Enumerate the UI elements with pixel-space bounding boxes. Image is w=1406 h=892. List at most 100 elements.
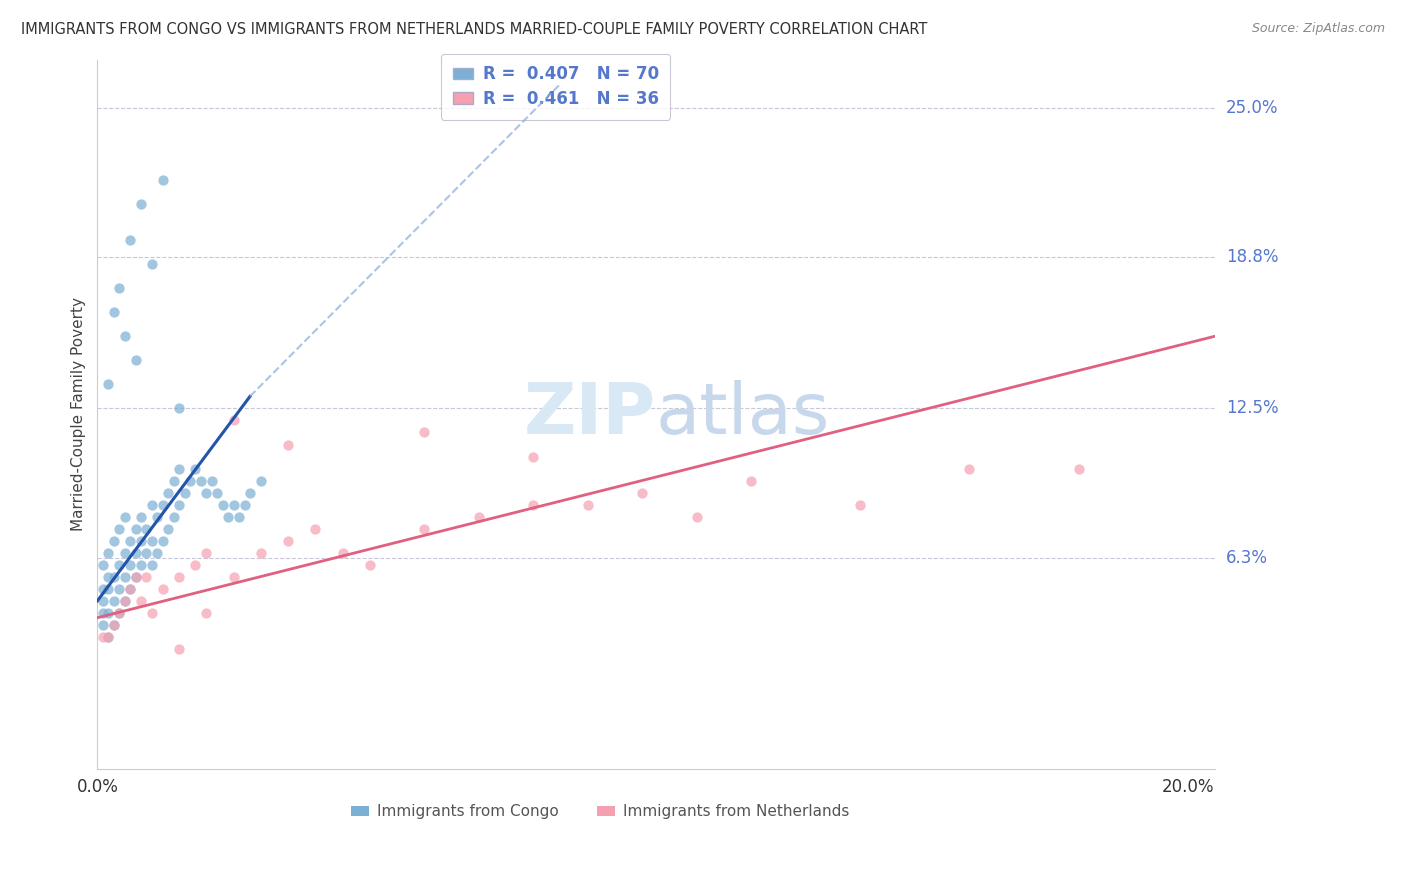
Point (129, 558, 152, 572)
Point (129, 197, 152, 211)
Point (146, 509, 169, 524)
Point (167, 570, 190, 584)
Y-axis label: Married-Couple Family Poverty: Married-Couple Family Poverty (72, 297, 86, 532)
Point (114, 570, 136, 584)
Point (103, 570, 125, 584)
Point (141, 533, 163, 548)
Text: 12.5%: 12.5% (1226, 400, 1278, 417)
Point (152, 498, 174, 512)
Legend: Immigrants from Congo, Immigrants from Netherlands: Immigrants from Congo, Immigrants from N… (344, 798, 855, 825)
Text: 25.0%: 25.0% (1226, 99, 1278, 117)
Point (114, 594, 136, 608)
Point (359, 558, 381, 572)
Point (108, 582, 131, 596)
Point (184, 461, 207, 475)
Point (522, 498, 544, 512)
Point (195, 485, 218, 500)
Point (201, 474, 224, 488)
Point (152, 173, 174, 187)
Point (97, 582, 120, 596)
Point (91, 558, 114, 572)
Point (167, 401, 190, 416)
Point (173, 485, 195, 500)
Point (124, 570, 146, 584)
Point (163, 509, 186, 524)
Point (167, 642, 190, 657)
Point (157, 485, 180, 500)
Point (97, 630, 120, 644)
Point (152, 582, 174, 596)
Point (129, 533, 152, 548)
Point (576, 498, 599, 512)
Point (277, 437, 299, 451)
Point (108, 522, 131, 536)
Point (91, 630, 114, 644)
Point (91, 606, 114, 620)
Point (468, 509, 491, 524)
Point (146, 546, 169, 560)
Text: Source: ZipAtlas.com: Source: ZipAtlas.com (1251, 22, 1385, 36)
Point (849, 498, 872, 512)
Point (222, 570, 245, 584)
Point (195, 546, 218, 560)
Point (141, 558, 163, 572)
Point (163, 474, 186, 488)
Point (239, 485, 262, 500)
Point (103, 618, 125, 632)
Point (304, 522, 326, 536)
Point (129, 594, 152, 608)
Point (97, 546, 120, 560)
Point (108, 558, 131, 572)
Point (114, 509, 136, 524)
Point (120, 233, 142, 247)
Point (157, 522, 180, 536)
Text: IMMIGRANTS FROM CONGO VS IMMIGRANTS FROM NETHERLANDS MARRIED-COUPLE FAMILY POVER: IMMIGRANTS FROM CONGO VS IMMIGRANTS FROM… (21, 22, 928, 37)
Point (167, 498, 190, 512)
Point (124, 353, 146, 368)
Point (190, 474, 212, 488)
Point (91, 618, 114, 632)
Point (195, 606, 218, 620)
Point (97, 570, 120, 584)
Point (211, 498, 233, 512)
Point (124, 570, 146, 584)
Text: ZIP: ZIP (524, 380, 657, 449)
Point (103, 533, 125, 548)
Point (97, 606, 120, 620)
Text: 6.3%: 6.3% (1226, 549, 1268, 566)
Point (124, 546, 146, 560)
Point (103, 594, 125, 608)
Point (413, 425, 436, 440)
Point (233, 498, 256, 512)
Point (277, 533, 299, 548)
Point (97, 630, 120, 644)
Point (120, 582, 142, 596)
Point (108, 606, 131, 620)
Point (179, 474, 201, 488)
Point (631, 485, 654, 500)
Point (141, 606, 163, 620)
Point (120, 558, 142, 572)
Point (129, 509, 152, 524)
Text: 18.8%: 18.8% (1226, 248, 1278, 266)
Point (332, 546, 354, 560)
Text: atlas: atlas (657, 380, 831, 449)
Point (120, 582, 142, 596)
Point (152, 533, 174, 548)
Point (108, 606, 131, 620)
Point (228, 509, 250, 524)
Point (184, 558, 207, 572)
Point (250, 546, 273, 560)
Point (217, 509, 239, 524)
Point (522, 450, 544, 464)
Point (114, 546, 136, 560)
Point (413, 522, 436, 536)
Point (250, 474, 273, 488)
Point (740, 474, 762, 488)
Point (141, 498, 163, 512)
Point (222, 413, 245, 427)
Point (114, 594, 136, 608)
Point (959, 461, 981, 475)
Point (103, 618, 125, 632)
Point (141, 257, 163, 271)
